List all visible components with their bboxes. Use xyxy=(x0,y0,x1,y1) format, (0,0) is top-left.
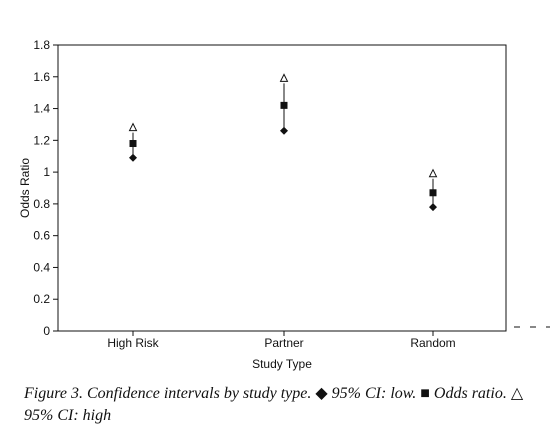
figure-caption: Figure 3. Confidence intervals by study … xyxy=(24,383,534,427)
y-tick-label: 1.4 xyxy=(33,102,50,116)
ci-high-point xyxy=(128,122,138,132)
y-tick-label: 1.8 xyxy=(33,38,50,52)
x-axis-ticks: High Risk Partner Random xyxy=(107,331,456,350)
triangle-icon: △ xyxy=(510,385,524,402)
odds-ratio-point xyxy=(429,189,437,197)
odds-ratio-point xyxy=(280,101,288,109)
diamond-icon: ◆ xyxy=(315,385,328,402)
ci-low-point xyxy=(429,203,437,212)
y-tick-label: 0.8 xyxy=(33,197,50,211)
caption-lead: Figure 3. Confidence intervals by study … xyxy=(24,385,312,402)
y-tick-label: 0.2 xyxy=(33,292,50,306)
caption-odds-text: Odds ratio. xyxy=(433,385,507,402)
square-icon: ■ xyxy=(420,385,430,402)
ci-high-point xyxy=(279,73,289,82)
x-tick-label: Random xyxy=(410,336,455,350)
ci-low-point xyxy=(280,126,288,135)
x-tick-label: High Risk xyxy=(107,336,159,350)
odds-ratio-point xyxy=(129,140,137,148)
ci-high-point xyxy=(428,168,438,178)
caption-low-text: 95% CI: low. xyxy=(331,385,417,402)
caption-high-text: 95% CI: high xyxy=(24,407,112,424)
y-axis-label: Odds Ratio xyxy=(18,158,32,218)
x-tick-label: Partner xyxy=(264,336,303,350)
plot-frame xyxy=(57,44,507,332)
x-axis-label: Study Type xyxy=(252,357,312,371)
y-tick-label: 0 xyxy=(43,324,50,338)
y-tick-label: 1.2 xyxy=(33,133,50,147)
y-tick-label: 1 xyxy=(43,165,50,179)
y-axis-ticks: 0 0.2 0.4 0.6 0.8 1 1.2 1.4 1.6 1.8 xyxy=(33,38,58,338)
y-tick-label: 0.4 xyxy=(33,260,50,274)
data-marks xyxy=(128,73,438,212)
ci-low-point xyxy=(129,153,137,162)
y-tick-label: 0.6 xyxy=(33,229,50,243)
y-tick-label: 1.6 xyxy=(33,70,50,84)
